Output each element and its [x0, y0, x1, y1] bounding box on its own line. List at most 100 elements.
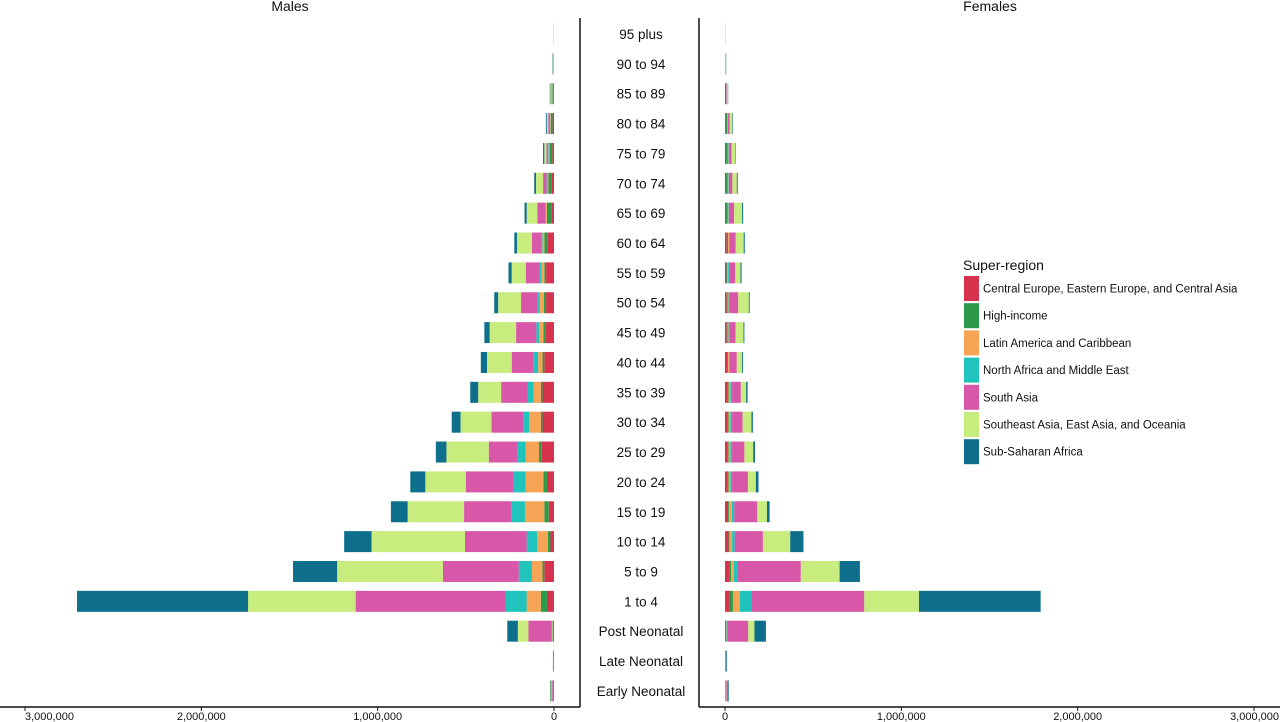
female-bar-15-to-19-southeast-asia-east-asia-and-oceania: [757, 501, 767, 523]
male-bar-80-to-84-sub-saharan-africa: [545, 113, 547, 135]
male-bar-25-to-29-high-income: [539, 441, 542, 463]
females-x-tick-label: 0: [722, 711, 728, 722]
female-bar-35-to-39-south-asia: [732, 381, 741, 403]
female-bar-1-to-4-central-europe-eastern-europe-and-central-asia: [725, 590, 730, 612]
male-bar-85-to-89-high-income: [552, 83, 554, 105]
male-bar-early-neonatal-central-europe-eastern-europe-and-central-asia: [553, 680, 554, 702]
female-bar-40-to-44-central-europe-eastern-europe-and-central-asia: [725, 351, 728, 373]
female-bar-50-to-54-south-asia: [729, 292, 739, 314]
female-bar-80-to-84-high-income: [725, 113, 728, 135]
age-label-65-to-69: 65 to 69: [617, 206, 666, 221]
male-bar-10-to-14-sub-saharan-africa: [344, 531, 372, 553]
male-bar-75-to-79-north-africa-and-middle-east: [548, 142, 549, 164]
female-bar-early-neonatal-sub-saharan-africa: [727, 680, 729, 702]
male-bar-post-neonatal-sub-saharan-africa: [507, 620, 518, 642]
age-label-early-neonatal: Early Neonatal: [597, 684, 686, 699]
legend-swatch-central-europe-eastern-europe-and-central-asia: [964, 276, 979, 301]
female-bar-post-neonatal-sub-saharan-africa: [754, 620, 766, 642]
age-label-30-to-34: 30 to 34: [617, 415, 666, 430]
male-bar-45-to-49-southeast-asia-east-asia-and-oceania: [489, 322, 517, 344]
female-bar-15-to-19-north-africa-and-middle-east: [731, 501, 735, 523]
male-bar-45-to-49-north-africa-and-middle-east: [536, 322, 540, 344]
legend-label-central-europe-eastern-europe-and-central-asia: Central Europe, Eastern Europe, and Cent…: [983, 284, 1238, 296]
legend-swatch-south-asia: [964, 384, 979, 410]
male-bar-40-to-44-sub-saharan-africa: [480, 351, 487, 373]
female-bar-1-to-4-latin-america-and-caribbean: [732, 590, 740, 612]
male-bar-25-to-29-south-asia: [488, 441, 518, 463]
legend-swatch-high-income: [964, 303, 979, 329]
male-bar-5-to-9-sub-saharan-africa: [293, 560, 338, 582]
female-bar-85-to-89-central-europe-eastern-europe-and-central-asia: [725, 83, 726, 105]
female-bar-40-to-44-sub-saharan-africa: [742, 351, 743, 373]
male-bar-60-to-64-south-asia: [531, 232, 542, 254]
male-bar-65-to-69-sub-saharan-africa: [524, 202, 527, 224]
female-bar-25-to-29-high-income: [727, 441, 729, 463]
male-bar-10-to-14-north-africa-and-middle-east: [526, 531, 538, 553]
female-bar-15-to-19-high-income: [728, 501, 730, 523]
female-bar-40-to-44-high-income: [727, 351, 728, 373]
male-bar-70-to-74-latin-america-and-caribbean: [547, 172, 549, 194]
male-bar-80-to-84-south-asia: [548, 113, 550, 135]
female-bar-early-neonatal-south-asia: [725, 680, 727, 702]
female-bar-65-to-69-north-africa-and-middle-east: [728, 202, 729, 224]
female-bar-50-to-54-central-europe-eastern-europe-and-central-asia: [725, 292, 727, 314]
legend-label-southeast-asia-east-asia-and-oceania: Southeast Asia, East Asia, and Oceania: [983, 420, 1186, 432]
male-bar-85-to-89-sub-saharan-africa: [549, 83, 551, 105]
female-bar-75-to-79-south-asia: [728, 142, 732, 164]
female-bar-75-to-79-central-europe-eastern-europe-and-central-asia: [725, 142, 727, 164]
male-bar-70-to-74-central-europe-eastern-europe-and-central-asia: [551, 172, 554, 194]
female-bar-30-to-34-south-asia: [732, 411, 743, 433]
male-bar-85-to-89-southeast-asia-east-asia-and-oceania: [550, 83, 552, 105]
male-bar-60-to-64-latin-america-and-caribbean: [542, 232, 545, 254]
male-bar-70-to-74-high-income: [548, 172, 552, 194]
male-bar-30-to-34-latin-america-and-caribbean: [529, 411, 541, 433]
male-bar-55-to-59-southeast-asia-east-asia-and-oceania: [511, 262, 526, 284]
female-bar-35-to-39-central-europe-eastern-europe-and-central-asia: [725, 381, 728, 403]
female-bar-70-to-74-south-asia: [728, 172, 733, 194]
female-bar-65-to-69-central-europe-eastern-europe-and-central-asia: [725, 202, 727, 224]
male-bar-80-to-84-southeast-asia-east-asia-and-oceania: [546, 113, 549, 135]
male-bar-55-to-59-north-africa-and-middle-east: [539, 262, 542, 284]
male-bar-5-to-9-latin-america-and-caribbean: [531, 560, 543, 582]
males-bars-group: [77, 23, 554, 702]
female-bar-60-to-64-central-europe-eastern-europe-and-central-asia: [725, 232, 727, 254]
male-bar-post-neonatal-latin-america-and-caribbean: [552, 620, 553, 642]
male-bar-50-to-54-high-income: [543, 292, 547, 314]
female-bar-1-to-4-southeast-asia-east-asia-and-oceania: [864, 590, 919, 612]
males-x-tick-label: 0: [551, 711, 557, 722]
male-bar-35-to-39-central-europe-eastern-europe-and-central-asia: [542, 381, 554, 403]
female-bar-30-to-34-north-africa-and-middle-east: [730, 411, 733, 433]
legend-label-latin-america-and-caribbean: Latin America and Caribbean: [983, 338, 1131, 350]
female-bar-70-to-74-north-africa-and-middle-east: [728, 172, 729, 194]
male-bar-60-to-64-north-africa-and-middle-east: [541, 232, 543, 254]
female-bar-30-to-34-latin-america-and-caribbean: [728, 411, 731, 433]
female-bar-10-to-14-central-europe-eastern-europe-and-central-asia: [725, 531, 729, 553]
male-bar-55-to-59-south-asia: [525, 262, 540, 284]
female-bar-25-to-29-latin-america-and-caribbean: [728, 441, 731, 463]
female-bar-70-to-74-southeast-asia-east-asia-and-oceania: [732, 172, 737, 194]
male-bar-50-to-54-central-europe-eastern-europe-and-central-asia: [546, 292, 554, 314]
female-bar-10-to-14-latin-america-and-caribbean: [729, 531, 733, 553]
females-x-tick-label: 2,000,000: [1053, 711, 1102, 722]
female-bar-25-to-29-sub-saharan-africa: [753, 441, 755, 463]
female-bar-65-to-69-south-asia: [728, 202, 735, 224]
female-bar-40-to-44-latin-america-and-caribbean: [727, 351, 729, 373]
female-bar-post-neonatal-north-africa-and-middle-east: [726, 620, 728, 642]
male-bar-5-to-9-central-europe-eastern-europe-and-central-asia: [544, 560, 554, 582]
female-bar-5-to-9-central-europe-eastern-europe-and-central-asia: [725, 560, 730, 582]
male-bar-10-to-14-high-income: [547, 531, 551, 553]
female-bar-45-to-49-high-income: [726, 322, 728, 344]
female-bar-20-to-24-southeast-asia-east-asia-and-oceania: [747, 471, 756, 493]
female-bar-20-to-24-south-asia: [732, 471, 748, 493]
male-bar-35-to-39-southeast-asia-east-asia-and-oceania: [478, 381, 502, 403]
female-bar-65-to-69-high-income: [726, 202, 728, 224]
male-bar-20-to-24-north-africa-and-middle-east: [513, 471, 526, 493]
male-bar-1-to-4-sub-saharan-africa: [77, 590, 249, 612]
male-bar-75-to-79-sub-saharan-africa: [543, 142, 545, 164]
female-bar-15-to-19-latin-america-and-caribbean: [729, 501, 732, 523]
age-group-labels: 95 plus 90 to 94 85 to 89 80 to 84 75 to 79 7…: [597, 27, 686, 699]
male-bar-65-to-69-south-asia: [537, 202, 546, 224]
female-bar-20-to-24-sub-saharan-africa: [755, 471, 759, 493]
female-bar-55-to-59-latin-america-and-caribbean: [727, 262, 729, 284]
female-bar-45-to-49-southeast-asia-east-asia-and-oceania: [735, 322, 744, 344]
